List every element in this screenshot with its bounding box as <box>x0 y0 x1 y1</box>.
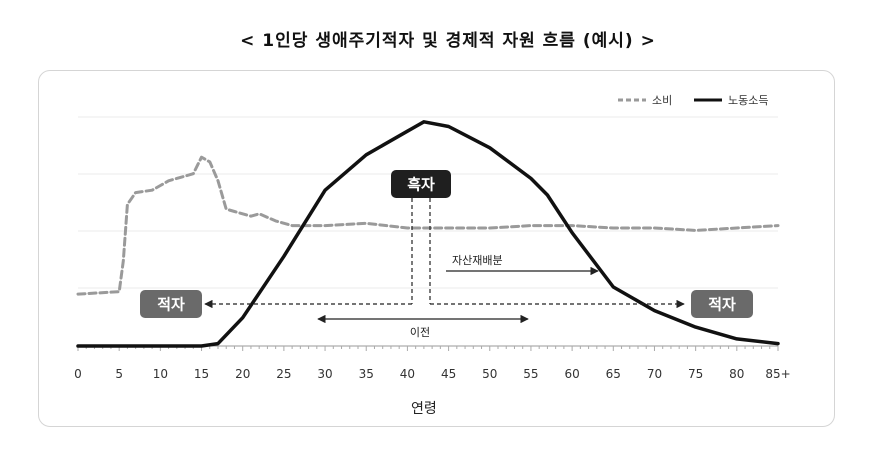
x-tick-label: 15 <box>194 367 209 381</box>
x-tick-label: 60 <box>564 367 579 381</box>
x-tick-label: 0 <box>74 367 82 381</box>
series-labor-income-line <box>76 120 780 348</box>
chart-title: < 1인당 생애주기적자 및 경제적 자원 흐름 (예시) > <box>240 31 656 51</box>
x-tick-label: 20 <box>235 367 250 381</box>
series-consumption-line <box>76 155 780 296</box>
x-tick-label: 55 <box>523 367 538 381</box>
surplus-badge-box <box>391 170 451 198</box>
x-tick-label: 40 <box>400 367 415 381</box>
chart-card <box>38 70 835 427</box>
x-axis-label: 연령 <box>411 401 437 417</box>
x-tick-label: 75 <box>688 367 703 381</box>
x-tick-label: 50 <box>482 367 497 381</box>
x-tick-label: 70 <box>647 367 662 381</box>
transfer-label: 이전 <box>410 326 430 339</box>
x-tick-label: 25 <box>276 367 291 381</box>
x-tick-label: 30 <box>317 367 332 381</box>
x-tick-label: 5 <box>115 367 123 381</box>
x-tick-label: 80 <box>729 367 744 381</box>
gridlines <box>78 116 778 289</box>
surplus-badge-label: 흑자 <box>407 176 435 194</box>
x-tick-label: 65 <box>606 367 621 381</box>
legend-consumption-label: 소비 <box>652 94 672 107</box>
deficit-left-badge-label: 적자 <box>157 296 185 314</box>
deficit-left-badge-box <box>140 290 202 318</box>
legend-labor-income-label: 노동소득 <box>728 94 768 107</box>
x-tick-label: 10 <box>153 367 168 381</box>
series-layer <box>76 120 780 348</box>
x-axis: 0 5 10 15 20 25 30 35 40 45 50 55 60 65 70 75 80 85+ 연령 <box>74 345 791 417</box>
x-tick-label: 45 <box>441 367 456 381</box>
x-tick-label: 35 <box>359 367 374 381</box>
deficit-right-badge-label: 적자 <box>708 296 736 314</box>
asset-reallocation-label: 자산재배분 <box>452 254 503 267</box>
legend: 소비 노동소득 <box>618 94 768 107</box>
deficit-right-badge-box <box>691 290 753 318</box>
x-tick-label: 85+ <box>765 367 790 381</box>
